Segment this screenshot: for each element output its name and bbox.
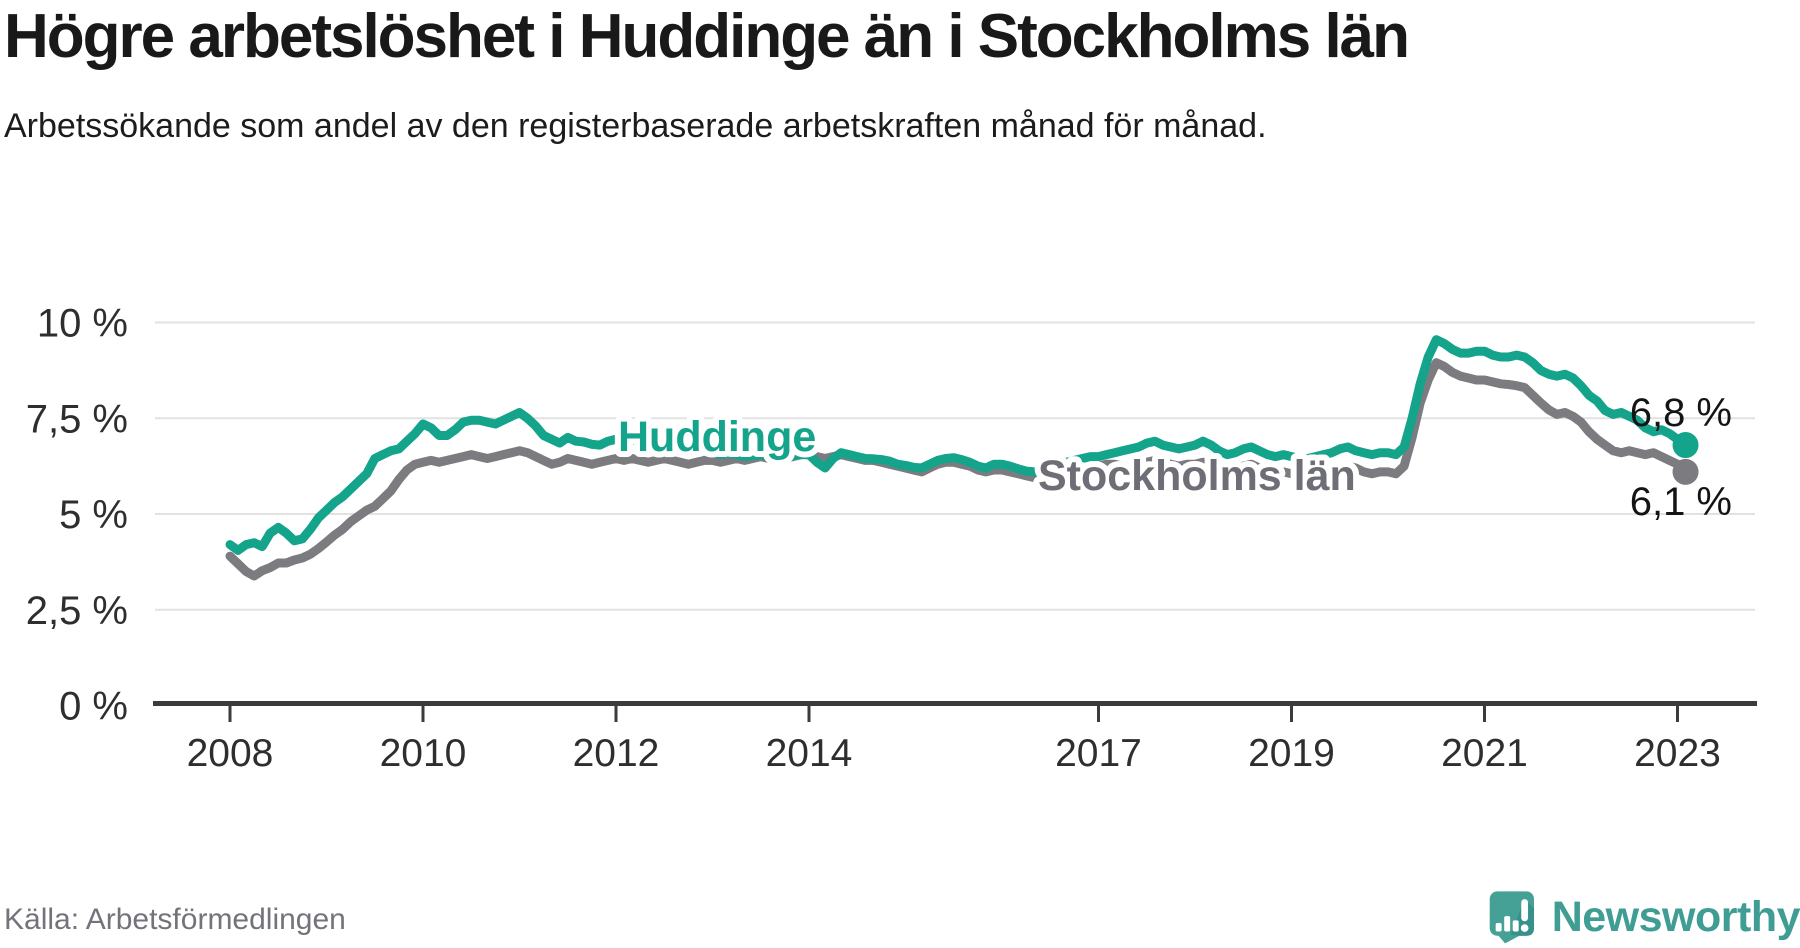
end-dot-stockholms-l-n <box>1672 458 1699 485</box>
series-end-dots <box>1672 432 1699 485</box>
y-tick-label: 5 % <box>59 493 128 537</box>
series-lines <box>225 335 1690 581</box>
page-subtitle: Arbetssökande som andel av den registerb… <box>4 107 1267 145</box>
newsworthy-bubble-chart-icon <box>1489 891 1535 944</box>
x-tick-label: 2023 <box>1634 732 1721 775</box>
series-label-huddinge: Huddinge <box>618 413 816 461</box>
y-tick-label: 0 % <box>59 685 128 729</box>
x-tick-label: 2008 <box>187 732 274 775</box>
newsworthy-logo: Newsworthy <box>1488 886 1800 948</box>
gridlines <box>155 321 1755 611</box>
x-tick-label: 2017 <box>1055 732 1142 775</box>
end-value-label-stockholms-lan: 6,1 % <box>1630 480 1732 524</box>
page-title: Högre arbetslöshet i Huddinge än i Stock… <box>4 2 1410 71</box>
x-tick-label: 2010 <box>380 732 467 775</box>
y-tick-label: 7,5 % <box>26 397 128 441</box>
x-axis-labels: 2008 2010 2012 2014 2017 2019 2021 2023 <box>187 732 1721 775</box>
y-tick-label: 10 % <box>37 302 128 346</box>
end-dot-huddinge <box>1672 432 1699 459</box>
x-axis-ticks <box>228 706 1679 722</box>
end-value-label-huddinge: 6,8 % <box>1630 391 1732 435</box>
line-stockholms-l-n <box>225 358 1690 581</box>
x-tick-label: 2019 <box>1248 732 1335 775</box>
newsworthy-wordmark: Newsworthy <box>1551 893 1800 941</box>
series-label-stockholms-lan: Stockholms län <box>1038 452 1356 500</box>
y-tick-label: 2,5 % <box>26 589 128 633</box>
x-tick-label: 2014 <box>766 732 853 775</box>
source-credit: Källa: Arbetsförmedlingen <box>4 903 346 936</box>
line-huddinge <box>225 335 1690 555</box>
x-tick-label: 2012 <box>573 732 660 775</box>
y-axis-labels: 10 % 7,5 % 5 % 2,5 % 0 % <box>26 302 128 729</box>
x-tick-label: 2021 <box>1441 732 1528 775</box>
